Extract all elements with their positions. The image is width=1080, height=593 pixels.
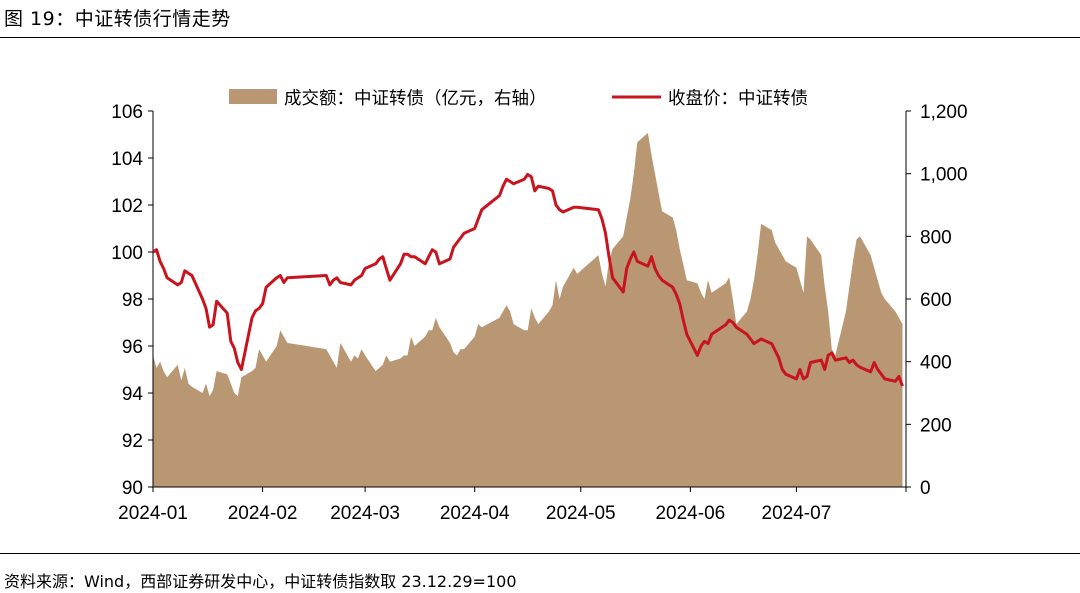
left-axis-ticks: 90 92 94 96 98 100 102 104 106 <box>111 102 153 499</box>
chart: 90 92 94 96 98 100 102 104 106 0 200 400 600 800 1,00… <box>111 89 968 524</box>
right-tick-label: 800 <box>920 227 952 248</box>
left-tick-label: 106 <box>111 102 143 123</box>
left-tick-label: 98 <box>122 290 143 311</box>
legend-label-volume: 成交额：中证转债（亿元，右轴） <box>284 89 547 109</box>
bottom-rule <box>0 553 1080 554</box>
x-tick-label: 2024-02 <box>228 503 298 524</box>
figure-title: 图 19：中证转债行情走势 <box>4 8 231 30</box>
price-line-layer <box>152 173 904 387</box>
top-rule <box>0 37 1080 38</box>
left-tick-label: 92 <box>122 431 143 452</box>
series-volume-area <box>153 132 903 487</box>
left-tick-label: 94 <box>122 384 144 405</box>
left-tick-label: 104 <box>111 149 143 170</box>
series-price-line <box>152 173 904 387</box>
left-tick-label: 102 <box>111 196 143 217</box>
right-axis-ticks: 0 200 400 600 800 1,000 1,200 <box>906 102 968 499</box>
left-tick-label: 90 <box>122 478 143 499</box>
left-tick-label: 100 <box>111 243 143 264</box>
right-tick-label: 0 <box>920 478 931 499</box>
legend: 成交额：中证转债（亿元，右轴） 收盘价：中证转债 <box>229 89 808 109</box>
x-axis-ticks: 2024-01 2024-02 2024-03 2024-04 2024-05 2024-… <box>118 487 907 524</box>
right-tick-label: 200 <box>920 415 952 436</box>
volume-area-layer <box>153 132 903 487</box>
x-tick-label: 2024-07 <box>762 503 832 524</box>
right-tick-label: 1,200 <box>920 102 968 123</box>
left-tick-label: 96 <box>122 337 143 358</box>
x-tick-label: 2024-06 <box>655 503 725 524</box>
source-note: 资料来源：Wind，西部证券研发中心，中证转债指数取 23.12.29=100 <box>4 572 517 591</box>
legend-label-price: 收盘价：中证转债 <box>668 89 808 109</box>
right-tick-label: 400 <box>920 353 952 374</box>
x-tick-label: 2024-05 <box>546 503 616 524</box>
right-tick-label: 1,000 <box>920 165 968 186</box>
legend-swatch-volume <box>229 89 277 104</box>
right-tick-label: 600 <box>920 290 952 311</box>
x-tick-label: 2024-03 <box>330 503 400 524</box>
x-tick-label: 2024-04 <box>440 503 510 524</box>
x-tick-label: 2024-01 <box>118 503 188 524</box>
